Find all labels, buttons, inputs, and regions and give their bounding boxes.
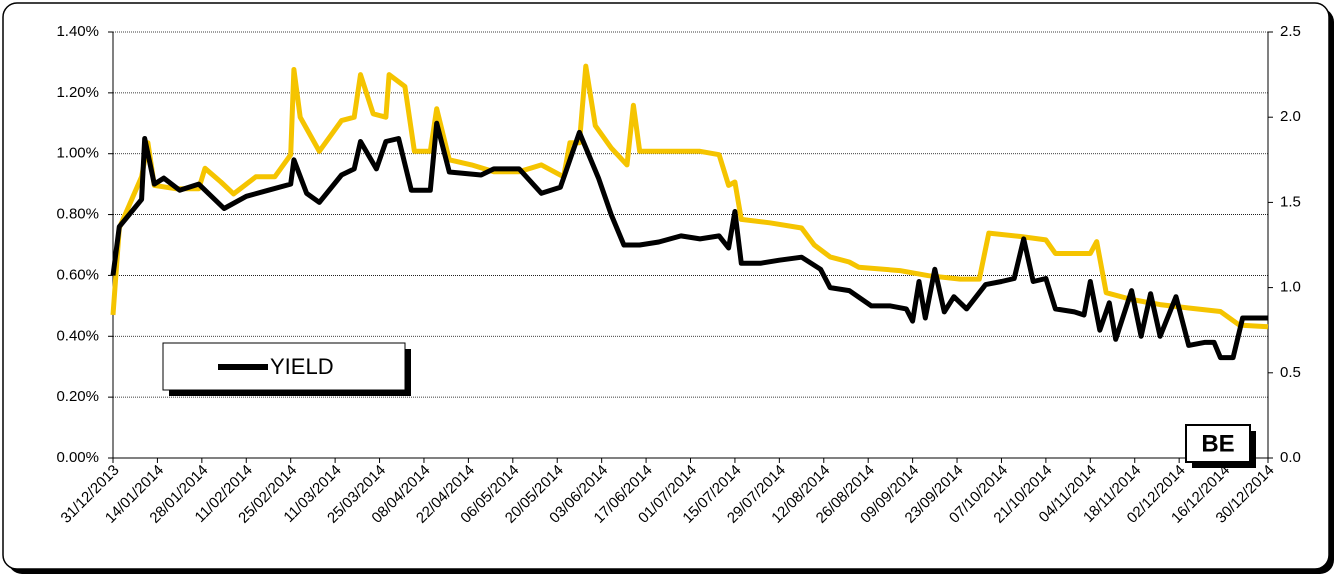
annotation: BE xyxy=(1201,430,1234,457)
y-tick-label: 0.40% xyxy=(56,327,99,344)
y2-tick-label: 2.0 xyxy=(1280,108,1301,125)
frame xyxy=(2,2,1330,570)
legend xyxy=(162,342,406,391)
y-tick-label: 0.80% xyxy=(56,206,99,223)
y-tick-label: 1.20% xyxy=(56,84,99,101)
y-tick-label: 0.20% xyxy=(56,388,99,405)
y2-tick-label: 0.5 xyxy=(1280,364,1301,381)
series-line xyxy=(110,120,1268,361)
series-line xyxy=(110,63,1269,330)
y-tick-label: 1.40% xyxy=(56,23,99,40)
y2-tick-label: 1.0 xyxy=(1280,279,1301,296)
y2-tick-label: 0.0 xyxy=(1280,449,1301,466)
y-tick-label: 1.00% xyxy=(56,145,99,162)
legend-label: YIELD xyxy=(270,354,334,379)
y2-tick-label: 1.5 xyxy=(1280,193,1301,210)
y2-tick-label: 2.5 xyxy=(1280,23,1301,40)
y-tick-label: 0.00% xyxy=(56,449,99,466)
y-tick-label: 0.60% xyxy=(56,266,99,283)
badge xyxy=(1185,424,1251,463)
